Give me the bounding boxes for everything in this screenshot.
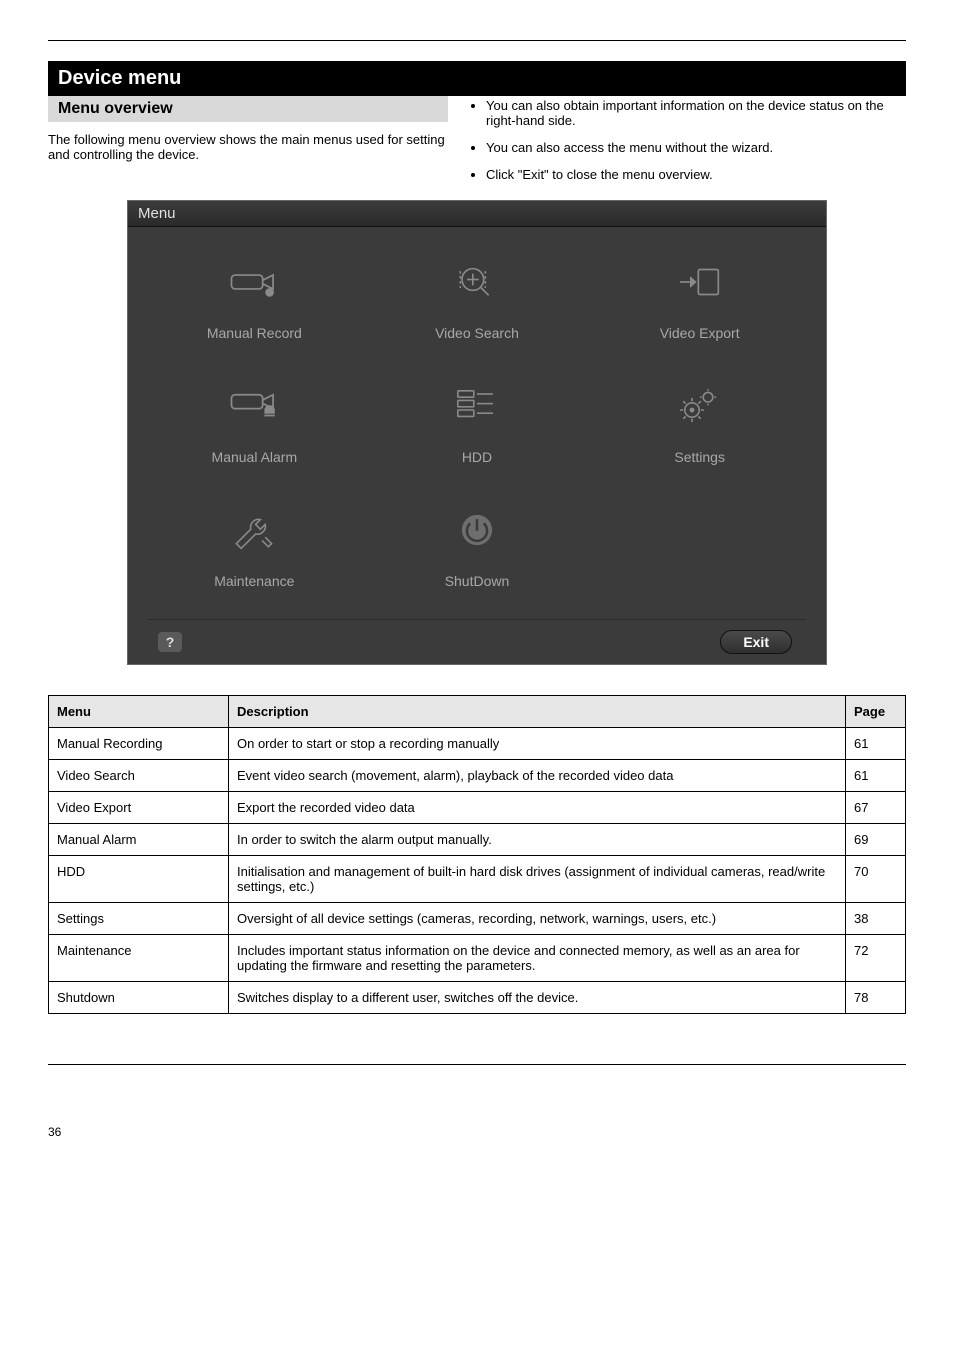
menu-item-label: Manual Record: [207, 325, 302, 341]
hdd-icon: [447, 381, 507, 431]
note-item: Click "Exit" to close the menu overview.: [486, 167, 906, 182]
table-row: Video ExportExport the recorded video da…: [49, 792, 906, 824]
shutdown-icon: [447, 505, 507, 555]
menu-item-video-search[interactable]: Video Search: [435, 257, 519, 341]
menu-item-label: ShutDown: [445, 573, 510, 589]
menu-item-manual-record[interactable]: Manual Record: [207, 257, 302, 341]
menu-item-label: Video Export: [660, 325, 740, 341]
menu-item-manual-alarm[interactable]: Manual Alarm: [212, 381, 298, 465]
menu-item-hdd[interactable]: HDD: [447, 381, 507, 465]
notes-list: You can also obtain important informatio…: [468, 96, 906, 194]
menu-item-label: Maintenance: [214, 573, 294, 589]
note-item: You can also access the menu without the…: [486, 140, 906, 155]
exit-button[interactable]: Exit: [720, 630, 792, 654]
subsection-title: Menu overview: [48, 96, 448, 122]
menu-item-shutdown[interactable]: ShutDown: [445, 505, 510, 589]
page-number: 36: [48, 1125, 61, 1139]
table-row: Video SearchEvent video search (movement…: [49, 760, 906, 792]
table-row: SettingsOversight of all device settings…: [49, 903, 906, 935]
window-title: Menu: [128, 201, 826, 227]
menu-item-label: Manual Alarm: [212, 449, 298, 465]
video-export-icon: [670, 257, 730, 307]
intro-text: The following menu overview shows the ma…: [48, 132, 448, 162]
table-row: Manual AlarmIn order to switch the alarm…: [49, 824, 906, 856]
section-title: Device menu: [48, 61, 906, 96]
page-footer: 36: [48, 1125, 906, 1139]
settings-icon: [670, 381, 730, 431]
table-header: Description: [229, 696, 846, 728]
menu-item-maintenance[interactable]: Maintenance: [214, 505, 294, 589]
menu-item-label: Settings: [674, 449, 725, 465]
manual-alarm-icon: [224, 381, 284, 431]
table-header: Menu: [49, 696, 229, 728]
table-row: ShutdownSwitches display to a different …: [49, 982, 906, 1014]
menu-item-video-export[interactable]: Video Export: [660, 257, 740, 341]
menu-item-label: Video Search: [435, 325, 519, 341]
table-row: HDDInitialisation and management of buil…: [49, 856, 906, 903]
rule-bottom: [48, 1064, 906, 1065]
maintenance-icon: [224, 505, 284, 555]
note-item: You can also obtain important informatio…: [486, 98, 906, 128]
table-body: Manual RecordingOn order to start or sto…: [49, 728, 906, 1014]
rule-top: [48, 40, 906, 41]
dvr-menu-window: Menu Manual Record: [127, 200, 827, 665]
table-header: Page: [846, 696, 906, 728]
video-search-icon: [447, 257, 507, 307]
help-icon[interactable]: ?: [158, 632, 182, 652]
menu-description-table: Menu Description Page Manual RecordingOn…: [48, 695, 906, 1014]
table-row: MaintenanceIncludes important status inf…: [49, 935, 906, 982]
manual-record-icon: [224, 257, 284, 307]
menu-item-settings[interactable]: Settings: [670, 381, 730, 465]
menu-item-label: HDD: [462, 449, 492, 465]
table-row: Manual RecordingOn order to start or sto…: [49, 728, 906, 760]
